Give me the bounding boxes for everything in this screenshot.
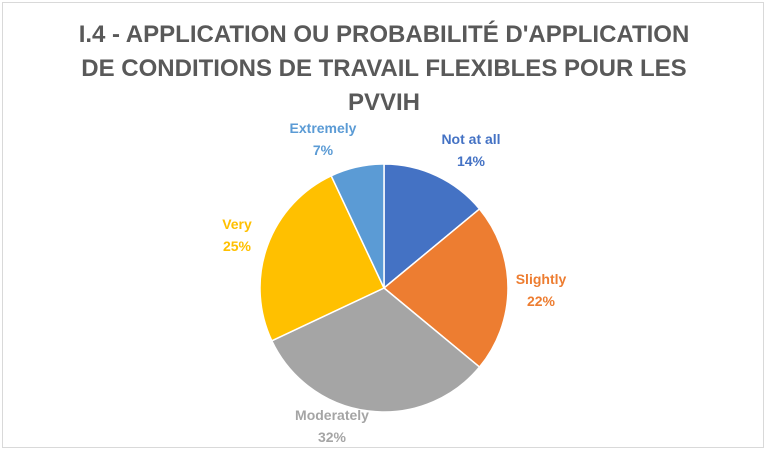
chart-title-line-3: PVVIH [347,89,421,116]
slice-label-slightly: Slightly [516,271,567,287]
pie-slice-moderately [270,287,481,413]
slice-value-extremely: 7% [313,142,334,158]
pie-slice-slightly [382,207,509,369]
chart-title-line-1: I.4 - APPLICATION OU PROBABILITÉ D'APPLI… [78,21,690,48]
slice-value-not-at-all: 14% [457,153,486,169]
slice-label-not-at-all: Not at all [441,131,500,147]
slice-label-very: Very [222,216,252,232]
pie-slice-extremely [330,163,385,289]
slice-label-extremely: Extremely [290,120,357,136]
slice-label-moderately: Moderately [295,407,369,423]
pie-slice-not-at-all [383,163,481,290]
slice-value-very: 25% [223,238,252,254]
chart-title: I.4 - APPLICATION OU PROBABILITÉ D'APPLI… [0,18,768,120]
chart-title-line-2: DE CONDITIONS DE TRAVAIL FLEXIBLES POUR … [81,55,687,82]
slice-value-slightly: 22% [527,293,556,309]
slice-value-moderately: 32% [318,429,347,445]
pie-slice-very [259,174,385,342]
